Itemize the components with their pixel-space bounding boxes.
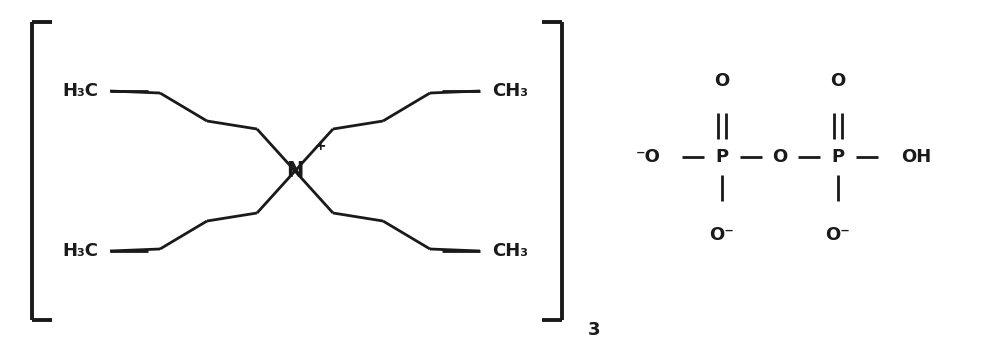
Text: O: O [830, 72, 846, 90]
Text: CH₃: CH₃ [492, 242, 528, 260]
Text: O⁻: O⁻ [826, 226, 851, 244]
Text: N: N [286, 161, 304, 181]
Text: OH: OH [901, 148, 931, 166]
Text: H₃C: H₃C [62, 82, 98, 100]
Text: P: P [715, 148, 729, 166]
Text: ⁻O: ⁻O [636, 148, 661, 166]
Text: CH₃: CH₃ [492, 82, 528, 100]
Text: +: + [314, 139, 326, 153]
Text: O: O [772, 148, 788, 166]
Text: P: P [832, 148, 845, 166]
Text: H₃C: H₃C [62, 242, 98, 260]
Text: O⁻: O⁻ [709, 226, 735, 244]
Text: O: O [714, 72, 730, 90]
Text: 3: 3 [588, 321, 600, 339]
